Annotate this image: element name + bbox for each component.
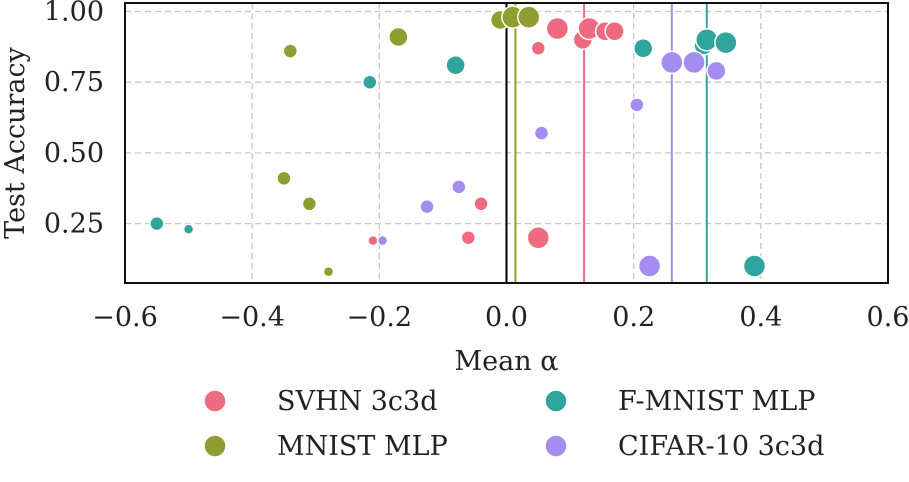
point-series-1-4: [388, 26, 409, 48]
legend-label: CIFAR-10 3c3d: [618, 431, 824, 462]
x-axis-ticks: −0.6 −0.4 −0.2 0.0 0.2 0.4 0.6: [92, 302, 909, 333]
point-series-2-4: [632, 38, 654, 59]
point-series-0-2: [473, 196, 489, 212]
point-series-1-0: [282, 43, 299, 59]
point-series-3-4: [629, 97, 645, 113]
legend-marker: [203, 434, 227, 458]
y-tick-label: 0.50: [44, 138, 104, 169]
legend-marker: [544, 389, 568, 413]
x-tick-label: 0.4: [739, 302, 782, 333]
point-series-0-0: [367, 234, 379, 247]
point-series-2-0: [149, 215, 165, 232]
legend-label: MNIST MLP: [277, 431, 448, 462]
point-series-0-3: [530, 40, 547, 57]
y-tick-label: 1.00: [44, 0, 104, 27]
point-series-1-3: [322, 265, 335, 278]
point-series-3-6: [660, 50, 684, 75]
legend-label: SVHN 3c3d: [277, 386, 438, 417]
point-series-2-7: [714, 30, 738, 55]
legend-marker: [203, 389, 227, 413]
legend-label: F-MNIST MLP: [618, 386, 815, 417]
point-series-0-9: [604, 21, 625, 42]
point-series-2-3: [445, 54, 466, 76]
x-tick-label: 0.0: [485, 302, 528, 333]
point-series-2-1: [182, 223, 195, 236]
point-series-3-0: [376, 234, 389, 247]
point-series-0-4: [526, 225, 551, 250]
point-series-3-2: [451, 179, 467, 195]
x-axis-title: Mean α: [455, 346, 559, 377]
point-series-2-8: [742, 254, 767, 278]
x-tick-label: 0.6: [867, 302, 909, 333]
point-series-3-3: [533, 125, 550, 141]
y-tick-label: 0.25: [44, 209, 104, 240]
plot-frame: [124, 2, 889, 284]
x-tick-label: −0.2: [347, 302, 413, 333]
point-series-0-1: [460, 229, 477, 246]
point-series-3-5: [637, 254, 662, 278]
legend-marker: [544, 434, 568, 458]
point-series-2-2: [362, 74, 378, 90]
legend: SVHN 3c3d F-MNIST MLP MNIST MLP CIFAR-10 3c…: [203, 386, 824, 462]
point-series-1-7: [517, 5, 541, 29]
x-tick-label: −0.4: [219, 302, 285, 333]
point-series-3-7: [682, 50, 706, 75]
point-series-3-8: [706, 60, 727, 82]
y-axis-ticks: 0.25 0.50 0.75 1.00: [44, 0, 104, 240]
y-axis-title: Test Accuracy: [0, 46, 31, 238]
x-tick-label: 0.2: [612, 302, 655, 333]
point-series-0-5: [545, 16, 570, 41]
y-tick-label: 0.75: [44, 67, 104, 98]
data-points: [149, 5, 767, 278]
point-series-3-1: [419, 198, 435, 215]
x-tick-label: −0.6: [92, 302, 158, 333]
point-series-1-1: [276, 170, 292, 187]
point-series-1-2: [301, 196, 318, 212]
